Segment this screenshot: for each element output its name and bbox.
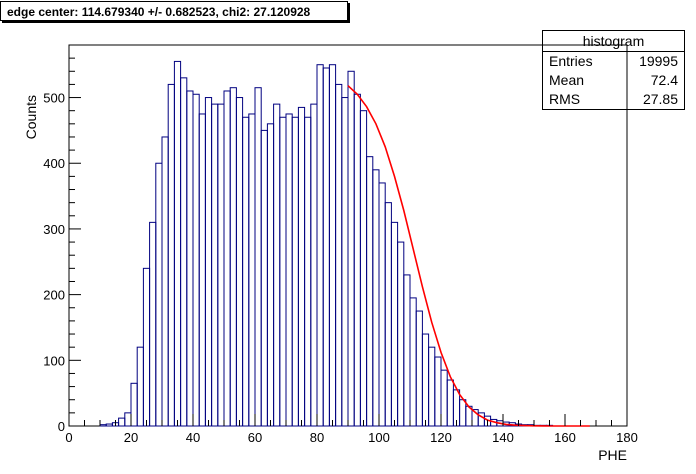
histogram-bin xyxy=(434,356,442,427)
histogram-bin xyxy=(211,103,219,427)
x-tick-label: 100 xyxy=(368,430,390,445)
stats-row-mean: Mean 72.4 xyxy=(543,71,684,90)
stats-row-rms: RMS 27.85 xyxy=(543,90,684,109)
histogram-bin xyxy=(341,97,349,427)
stats-value: 72.4 xyxy=(650,72,678,88)
histogram-bin xyxy=(322,67,330,427)
histogram-bin xyxy=(459,399,467,427)
histogram-bin xyxy=(118,417,126,427)
histogram-bin xyxy=(428,346,436,427)
histogram-bin xyxy=(229,87,237,427)
fit-curve xyxy=(347,85,590,427)
histogram-bin xyxy=(155,162,163,427)
x-tick-label: 120 xyxy=(430,430,452,445)
histogram-bin xyxy=(142,267,151,427)
histogram-bin xyxy=(372,169,380,427)
histogram-bin xyxy=(248,113,256,427)
histogram-bin xyxy=(421,333,430,427)
y-tick-label: 300 xyxy=(43,222,65,237)
x-tick-label: 80 xyxy=(310,430,324,445)
histogram-bin xyxy=(266,123,275,427)
y-tick-label: 400 xyxy=(43,156,65,171)
histogram-bin xyxy=(99,424,107,427)
histogram-bin xyxy=(304,116,312,427)
histogram-bin xyxy=(390,221,399,427)
histogram-bin xyxy=(415,310,423,427)
histogram-bin xyxy=(316,64,324,427)
histogram-bin xyxy=(310,103,318,427)
stats-label: Entries xyxy=(549,53,593,69)
histogram-bin xyxy=(279,116,287,427)
histogram-bin xyxy=(285,113,293,427)
stats-value: 27.85 xyxy=(642,91,678,107)
histogram-bin xyxy=(353,93,361,427)
histogram-bin xyxy=(235,97,244,427)
histogram-bin xyxy=(347,70,355,427)
histogram-bin xyxy=(180,77,188,427)
histogram-bin xyxy=(403,274,411,427)
histogram-bin xyxy=(198,113,206,427)
histogram-bin xyxy=(136,346,144,427)
stats-label: RMS xyxy=(549,91,581,107)
histogram-bin xyxy=(409,297,417,427)
stats-value: 19995 xyxy=(639,53,678,69)
histogram-bin xyxy=(242,116,250,427)
histogram-bin xyxy=(297,106,306,427)
histogram-bin xyxy=(359,110,368,427)
x-tick-label: 40 xyxy=(186,430,200,445)
y-axis-label: Counts xyxy=(23,95,39,139)
histogram-bin xyxy=(192,93,200,427)
stats-label: Mean xyxy=(549,72,585,88)
histogram-bin xyxy=(328,64,337,427)
histogram-bin xyxy=(105,423,113,427)
x-tick-label: 0 xyxy=(65,430,72,445)
y-tick-label: 500 xyxy=(43,91,65,106)
y-tick-label: 100 xyxy=(43,353,65,368)
x-tick-label: 20 xyxy=(124,430,138,445)
histogram-bin xyxy=(186,90,194,427)
chart-title: edge center: 114.679340 +/- 0.682523, ch… xyxy=(0,1,348,21)
histogram-bin xyxy=(217,103,225,427)
histogram-bin xyxy=(366,156,374,427)
histogram-bin xyxy=(384,202,392,427)
histogram-bin xyxy=(223,90,231,427)
histogram-bin xyxy=(335,83,343,427)
histogram-bin xyxy=(204,97,213,427)
stats-row-entries: Entries 19995 xyxy=(543,52,684,71)
histogram-bin xyxy=(167,83,175,427)
x-axis-label: PHE xyxy=(598,447,627,463)
stats-box: histogram Entries 19995 Mean 72.4 RMS 27… xyxy=(542,30,685,110)
histogram-bin xyxy=(378,182,386,427)
histogram-bin xyxy=(440,369,448,427)
histogram-bin xyxy=(446,379,454,427)
x-tick-label: 160 xyxy=(554,430,576,445)
y-tick-label: 200 xyxy=(43,288,65,303)
histogram-bin xyxy=(124,412,132,427)
histogram-bin xyxy=(130,382,138,427)
histogram-bin xyxy=(397,241,405,427)
histogram-bin xyxy=(254,87,262,427)
histogram-bin xyxy=(273,103,281,427)
y-tick-label: 0 xyxy=(58,419,65,434)
histogram-bin xyxy=(260,129,268,427)
histogram-bin xyxy=(161,136,169,427)
histogram-bin xyxy=(149,221,157,427)
x-tick-label: 180 xyxy=(616,430,638,445)
histogram-bin xyxy=(173,60,182,427)
histogram-bin xyxy=(291,116,299,427)
x-tick-label: 140 xyxy=(492,430,514,445)
x-tick-label: 60 xyxy=(248,430,262,445)
